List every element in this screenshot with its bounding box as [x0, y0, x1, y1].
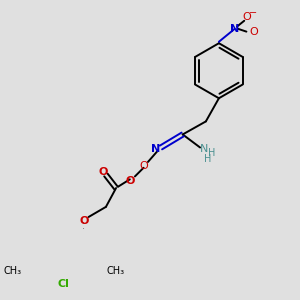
Text: O: O — [242, 12, 251, 22]
Text: O: O — [125, 176, 134, 186]
Text: Cl: Cl — [58, 279, 70, 289]
Text: CH₃: CH₃ — [3, 266, 21, 276]
Text: O: O — [80, 216, 89, 226]
Text: N: N — [200, 144, 208, 154]
Text: O: O — [249, 27, 258, 37]
Text: CH₃: CH₃ — [106, 266, 125, 276]
Text: H: H — [204, 154, 211, 164]
Text: N: N — [230, 24, 239, 34]
Text: O: O — [98, 167, 108, 177]
Text: O: O — [139, 161, 148, 171]
Text: N: N — [151, 144, 160, 154]
Text: H: H — [208, 148, 215, 158]
Text: −: − — [249, 8, 257, 18]
